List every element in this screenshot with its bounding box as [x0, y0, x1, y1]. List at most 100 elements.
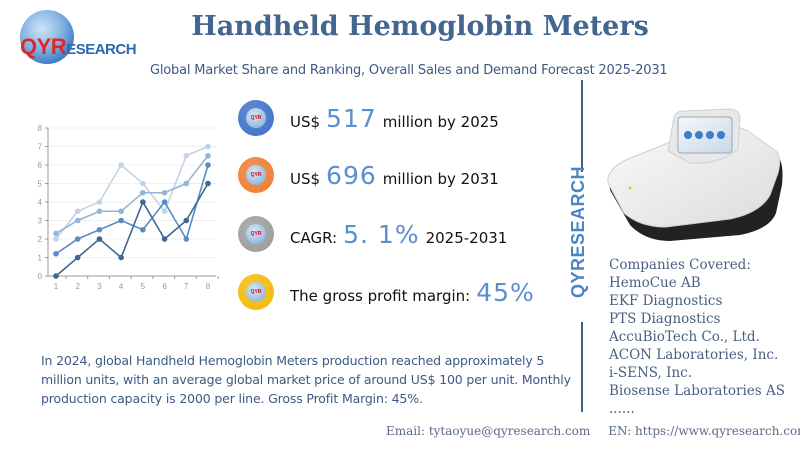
qyr-globe-gray-icon	[238, 216, 274, 252]
data-point	[161, 236, 168, 242]
stat-cagr: CAGR: 5. 1% 2025-2031	[238, 214, 507, 254]
stat-value: 517	[326, 103, 377, 133]
stat-market-2025: US$ 517 million by 2025	[238, 98, 499, 138]
logo-r: R	[50, 34, 67, 59]
y-tick-label: 3	[38, 217, 43, 226]
company-item: i-SENS, Inc.	[609, 365, 693, 381]
data-point	[53, 251, 59, 257]
data-point	[183, 217, 190, 224]
data-point	[140, 199, 146, 205]
stat-market-2031: US$ 696 million by 2031	[238, 155, 499, 195]
data-point	[205, 180, 211, 187]
stat-prefix: US$	[290, 169, 321, 188]
data-point	[53, 273, 59, 279]
stat-suffix: million by 2025	[382, 112, 499, 131]
page-title: Handheld Hemoglobin Meters	[191, 11, 649, 42]
y-tick-label: 0	[38, 272, 43, 281]
stat-suffix: million by 2031	[382, 169, 499, 188]
qyresearch-logo: QYRESEARCH	[14, 8, 144, 68]
x-tick-label: 8	[206, 282, 211, 291]
data-point	[74, 254, 81, 261]
data-point	[140, 180, 146, 187]
data-point	[118, 217, 124, 224]
stat-text: US$ 696 million by 2031	[290, 161, 499, 190]
series-line	[55, 155, 209, 235]
qyr-globe-blue-icon	[238, 100, 274, 136]
footer-contact: Email: tytaoyue@qyresearch.com EN: https:…	[386, 424, 800, 438]
data-point	[183, 180, 190, 187]
y-tick-label: 1	[38, 254, 43, 263]
data-point	[205, 152, 211, 159]
data-point	[53, 236, 59, 242]
data-point	[161, 189, 168, 196]
footer-email[interactable]: Email: tytaoyue@qyresearch.com	[386, 424, 591, 438]
brand-vertical-text: QYRESEARCH	[568, 165, 588, 298]
qyr-globe-orange-icon	[238, 157, 274, 193]
divider-line-top	[581, 80, 583, 172]
x-tick-label: 1	[54, 282, 59, 291]
data-point	[74, 217, 81, 224]
data-point	[53, 230, 59, 237]
x-tick-label: 7	[184, 282, 189, 291]
logo-qy: QY	[20, 34, 51, 59]
data-point	[183, 236, 190, 242]
companies-more: ......	[609, 401, 635, 417]
stat-gross-margin: The gross profit margin: 45%	[238, 272, 541, 312]
companies-list: Companies Covered: HemoCue AB EKF Diagno…	[609, 256, 785, 418]
data-point	[118, 208, 124, 215]
companies-heading: Companies Covered:	[609, 257, 751, 273]
y-tick-label: 8	[38, 124, 43, 133]
data-point	[74, 236, 81, 242]
data-point	[205, 143, 211, 150]
company-item: ACON Laboratories, Inc.	[609, 347, 779, 363]
x-tick-label: 2	[75, 282, 80, 291]
data-point	[205, 162, 211, 168]
logo-esearch: ESEARCH	[66, 41, 137, 58]
data-point	[96, 236, 103, 242]
y-tick-label: 4	[38, 198, 43, 207]
decorative-line-chart: 0 1 2 3 4 5 6 7 8 1 2 3 4 5 6 7 8	[28, 118, 228, 298]
series-line	[55, 145, 209, 240]
qyr-globe-yellow-icon	[238, 274, 274, 310]
stat-text: US$ 517 million by 2025	[290, 104, 499, 133]
divider-line-bottom	[581, 322, 583, 412]
company-item: HemoCue AB	[609, 275, 701, 291]
series-line	[55, 164, 209, 255]
hemoglobin-meter-image	[600, 95, 785, 245]
y-tick-label: 7	[38, 143, 43, 152]
data-point	[118, 254, 124, 261]
y-tick-label: 5	[38, 180, 43, 189]
x-tick-label: 3	[97, 282, 102, 291]
stat-value: 5. 1%	[343, 219, 420, 249]
stat-text: The gross profit margin: 45%	[290, 278, 541, 307]
stat-prefix: US$	[290, 112, 321, 131]
x-tick-label: 4	[119, 282, 124, 291]
y-tick-label: 6	[38, 161, 43, 170]
company-item: EKF Diagnostics	[609, 293, 723, 309]
summary-paragraph: In 2024, global Handheld Hemoglobin Mete…	[41, 353, 571, 406]
y-tick-label: 2	[38, 235, 43, 244]
footer-website[interactable]: EN: https://www.qyresearch.com	[608, 424, 800, 438]
data-point	[140, 189, 146, 196]
data-point	[161, 208, 168, 215]
chart-svg: 0 1 2 3 4 5 6 7 8 1 2 3 4 5 6 7 8	[38, 124, 219, 291]
company-item: Biosense Laboratories AS	[609, 383, 786, 399]
stat-prefix: The gross profit margin:	[290, 286, 471, 305]
globe-icon	[20, 10, 74, 64]
stat-text: CAGR: 5. 1% 2025-2031	[290, 220, 507, 249]
data-point	[140, 226, 146, 233]
company-item: PTS Diagnostics	[609, 311, 721, 327]
data-point	[96, 208, 103, 215]
data-point	[96, 226, 103, 233]
page-subtitle: Global Market Share and Ranking, Overall…	[150, 63, 668, 78]
data-point	[96, 199, 103, 205]
series-line	[55, 183, 209, 277]
stat-prefix: CAGR:	[290, 228, 338, 247]
data-point	[161, 199, 168, 205]
stat-value: 696	[326, 160, 377, 190]
company-item: AccuBioTech Co., Ltd.	[609, 329, 760, 345]
x-tick-label: 5	[141, 282, 146, 291]
stat-suffix: 2025-2031	[425, 228, 508, 247]
stat-value: 45%	[476, 277, 535, 307]
data-point	[118, 162, 124, 168]
